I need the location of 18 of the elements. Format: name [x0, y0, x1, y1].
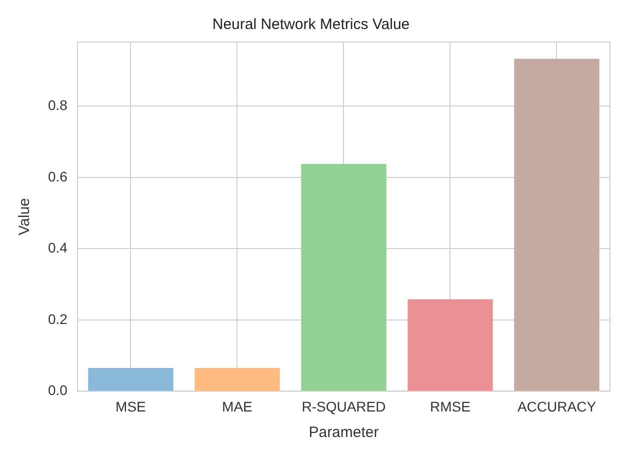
y-tick-label: 0.4: [48, 240, 68, 256]
x-tick-label: RMSE: [430, 398, 470, 414]
x-axis-title: Parameter: [308, 424, 379, 442]
bar: [408, 299, 493, 391]
bar: [88, 368, 174, 391]
y-axis-title: Value: [16, 198, 34, 236]
y-tick-label: 0.6: [48, 168, 68, 184]
y-tick-label: 0.2: [48, 310, 68, 327]
chart-title: Neural Network Metrics Value: [212, 16, 410, 34]
bar: [514, 58, 600, 391]
x-tick-label: ACCURACY: [517, 398, 597, 414]
bar: [194, 368, 280, 391]
x-tick-label: MSE: [116, 398, 146, 414]
y-tick-label: 0.0: [48, 382, 68, 398]
bar: [301, 164, 386, 391]
x-tick-label: R-SQUARED: [302, 398, 386, 414]
x-tick-label: MAE: [222, 398, 252, 414]
y-tick-label: 0.8: [48, 97, 68, 113]
